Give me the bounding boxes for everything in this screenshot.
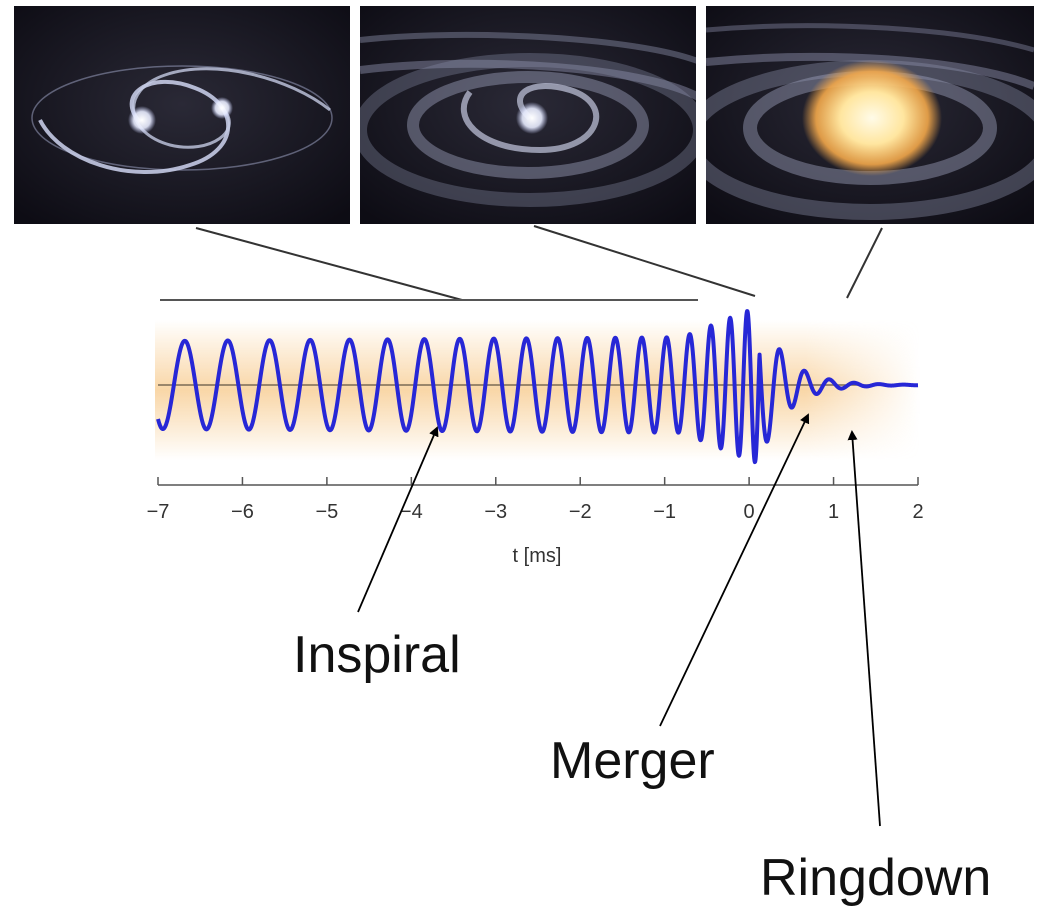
ringdown-arrow xyxy=(847,430,881,827)
merger-arrow xyxy=(659,413,810,727)
panel-connectors xyxy=(195,225,883,301)
x-tick-label: −4 xyxy=(400,501,423,523)
black-hole-right-icon xyxy=(211,97,233,119)
x-tick-label: −7 xyxy=(147,501,170,523)
waveform-plot xyxy=(155,309,920,465)
merger-label: Merger xyxy=(550,732,715,790)
ringdown-connector xyxy=(846,227,883,299)
x-tick-label: 0 xyxy=(744,501,755,523)
x-tick-label: −1 xyxy=(653,501,676,523)
inspiral-label: Inspiral xyxy=(293,626,461,684)
x-axis-label: t [ms] xyxy=(513,545,562,567)
waveform-line xyxy=(156,309,920,465)
x-tick-label: −6 xyxy=(231,501,254,523)
inspiral-connector xyxy=(195,227,463,301)
merging-bodies-icon xyxy=(516,102,548,134)
x-axis: −7 −6 −5 −4 −3 −2 −1 0 1 2 t [ms] xyxy=(147,477,924,567)
inspiral-arrow xyxy=(357,426,439,613)
phase-annotations: Inspiral Merger Ringdown xyxy=(293,413,991,906)
ringdown-panel xyxy=(706,6,1034,224)
merger-panel xyxy=(360,6,696,224)
black-hole-left-icon xyxy=(128,106,156,134)
inspiral-panel xyxy=(14,6,350,224)
x-tick-label: −3 xyxy=(484,501,507,523)
merger-connector xyxy=(533,225,756,297)
x-tick-label: −2 xyxy=(569,501,592,523)
ringdown-label: Ringdown xyxy=(760,849,991,906)
x-tick-label: 2 xyxy=(912,501,923,523)
remnant-flash-icon xyxy=(802,60,942,176)
x-tick-label: −5 xyxy=(315,501,338,523)
x-tick-label: 1 xyxy=(828,501,839,523)
